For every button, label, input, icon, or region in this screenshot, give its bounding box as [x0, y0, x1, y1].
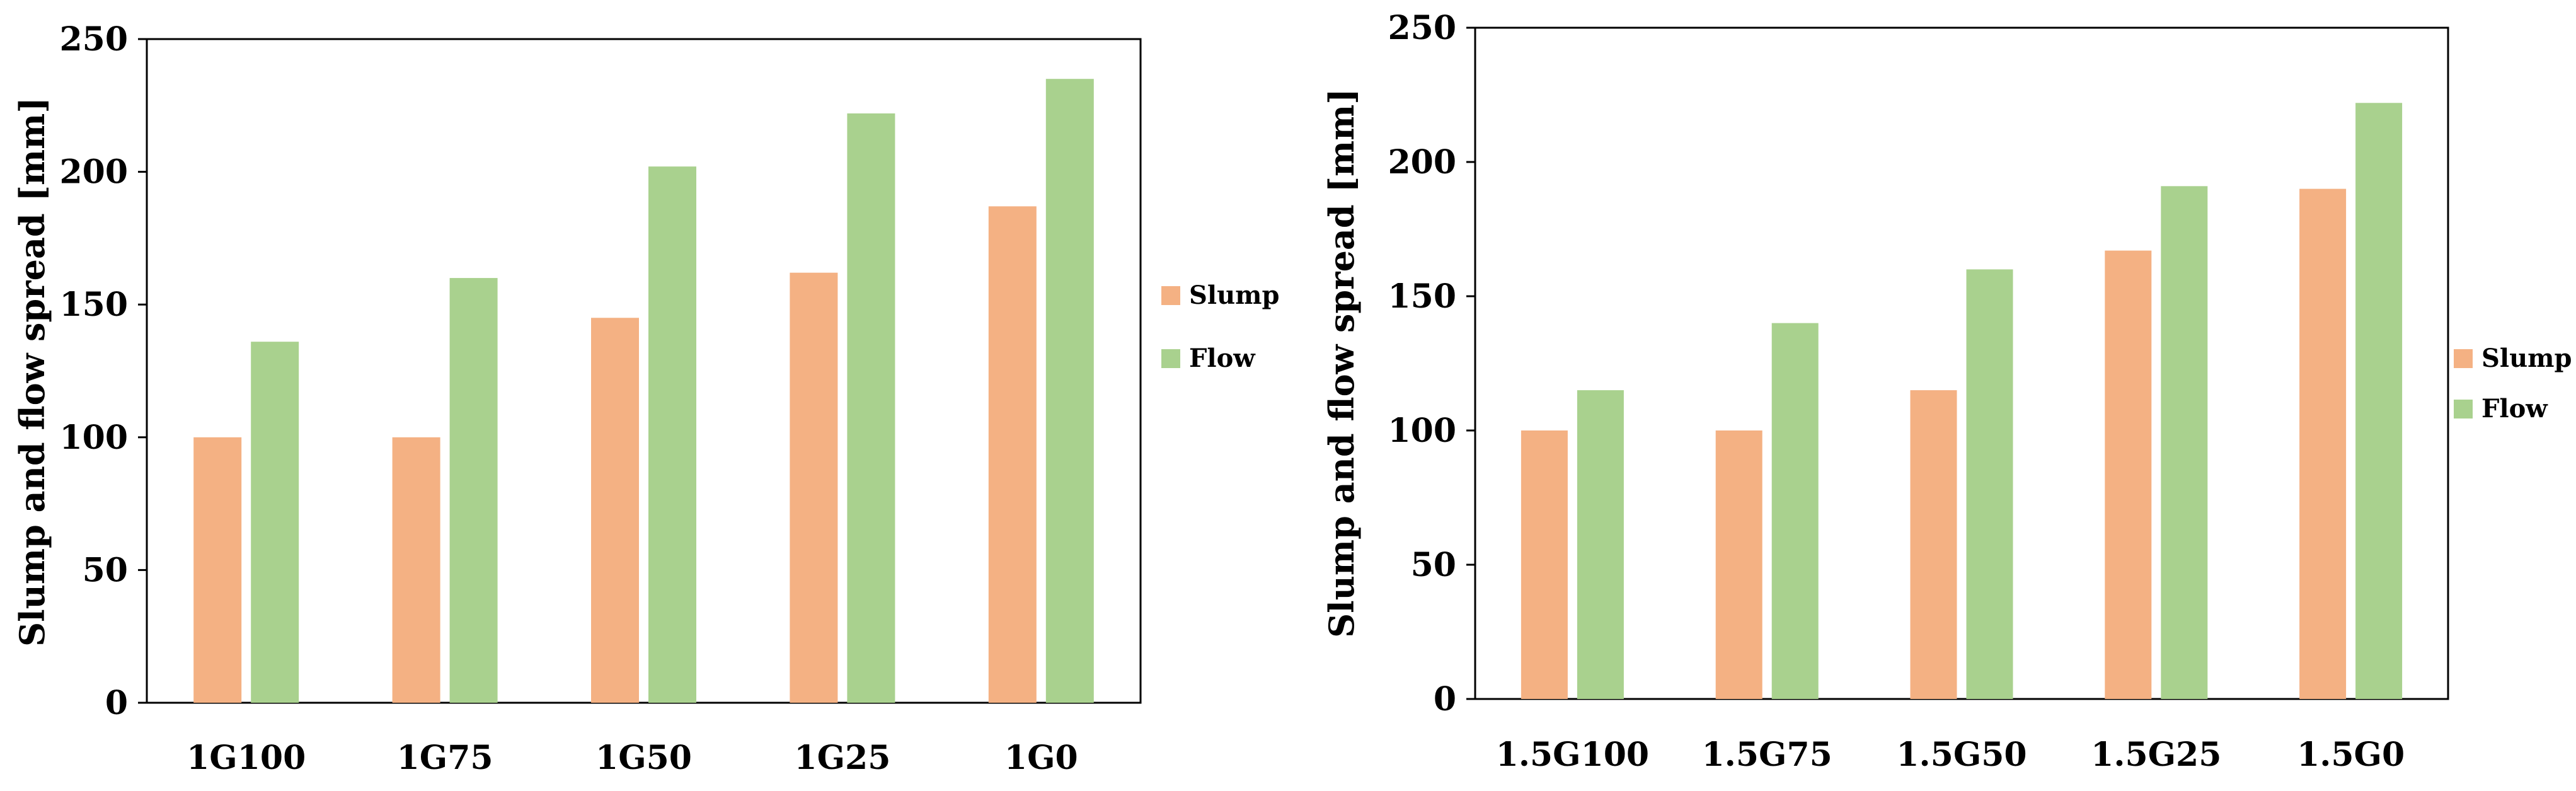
legend-label-slump: Slump [2481, 344, 2572, 373]
x-category-label: 1G50 [595, 739, 692, 777]
bar-slump-1g75 [392, 437, 440, 703]
bar-slump-1-5g0 [2299, 188, 2347, 700]
legend-swatch-slump [2454, 349, 2473, 368]
bar-flow-1-5g50 [1966, 269, 2013, 699]
x-category-label: 1.5G50 [1896, 736, 2027, 774]
bar-slump-1g50 [591, 318, 639, 703]
bar-slump-1-5g50 [1910, 390, 1957, 699]
x-category-label: 1G75 [397, 739, 493, 777]
legend: Slump Flow [2454, 344, 2572, 424]
x-category-label: 1G25 [794, 739, 890, 777]
y-tick-label: 250 [1388, 9, 1456, 47]
y-tick-label: 150 [59, 286, 128, 324]
bar-slump-1-5g75 [1715, 430, 1762, 699]
y-tick-label: 200 [1388, 143, 1456, 182]
y-tick-label: 100 [59, 419, 128, 457]
y-tick-label: 250 [59, 20, 128, 59]
bar-flow-1-5g100 [1577, 390, 1624, 699]
bar-flow-1g100 [251, 342, 299, 703]
y-tick-label: 0 [105, 684, 128, 722]
legend: Slump Flow [1161, 280, 1279, 373]
y-axis-title: Slump and flow spread [mm] [1321, 88, 1362, 638]
y-tick-label: 150 [1388, 277, 1456, 316]
x-category-label: 1G0 [1004, 739, 1078, 777]
bar-slump-1-5g25 [2105, 250, 2152, 700]
legend-swatch-flow [1161, 349, 1180, 368]
y-tick-label: 100 [1388, 412, 1456, 450]
legend-label-flow: Flow [1189, 344, 1256, 373]
y-axis-title: Slump and flow spread [mm] [12, 97, 52, 647]
x-category-label: 1G100 [187, 739, 306, 777]
x-category-label: 1.5G75 [1702, 736, 1832, 774]
x-category-label: 1.5G100 [1496, 736, 1649, 774]
bar-flow-1-5g0 [2355, 103, 2403, 699]
y-tick-label: 50 [83, 551, 128, 589]
legend-swatch-flow [2454, 400, 2473, 419]
x-category-label: 1.5G25 [2091, 736, 2221, 774]
bar-flow-1g50 [648, 166, 696, 703]
bar-flow-1-5g25 [2161, 186, 2208, 700]
bar-slump-1g0 [988, 206, 1037, 703]
y-tick-label: 200 [59, 153, 128, 192]
bar-flow-1g75 [449, 278, 498, 703]
plot-area-frame [1474, 26, 2449, 700]
legend-swatch-slump [1161, 286, 1180, 305]
chart-2: 0 50 100 150 200 250 Slump and flow spread [mm… [1321, 9, 2572, 774]
bar-slump-1g100 [193, 437, 242, 703]
bar-flow-1g0 [1045, 79, 1094, 703]
bar-flow-1g25 [847, 113, 895, 703]
legend-label-slump: Slump [1189, 280, 1279, 310]
y-tick-label: 0 [1434, 680, 1456, 719]
plot-area-frame [146, 38, 1142, 704]
x-category-label: 1.5G0 [2297, 736, 2405, 774]
bar-slump-1g25 [790, 272, 838, 703]
bar-flow-1-5g75 [1771, 323, 1819, 699]
y-tick-label: 50 [1411, 546, 1456, 584]
legend-label-flow: Flow [2481, 394, 2548, 424]
bar-slump-1-5g100 [1521, 430, 1568, 699]
